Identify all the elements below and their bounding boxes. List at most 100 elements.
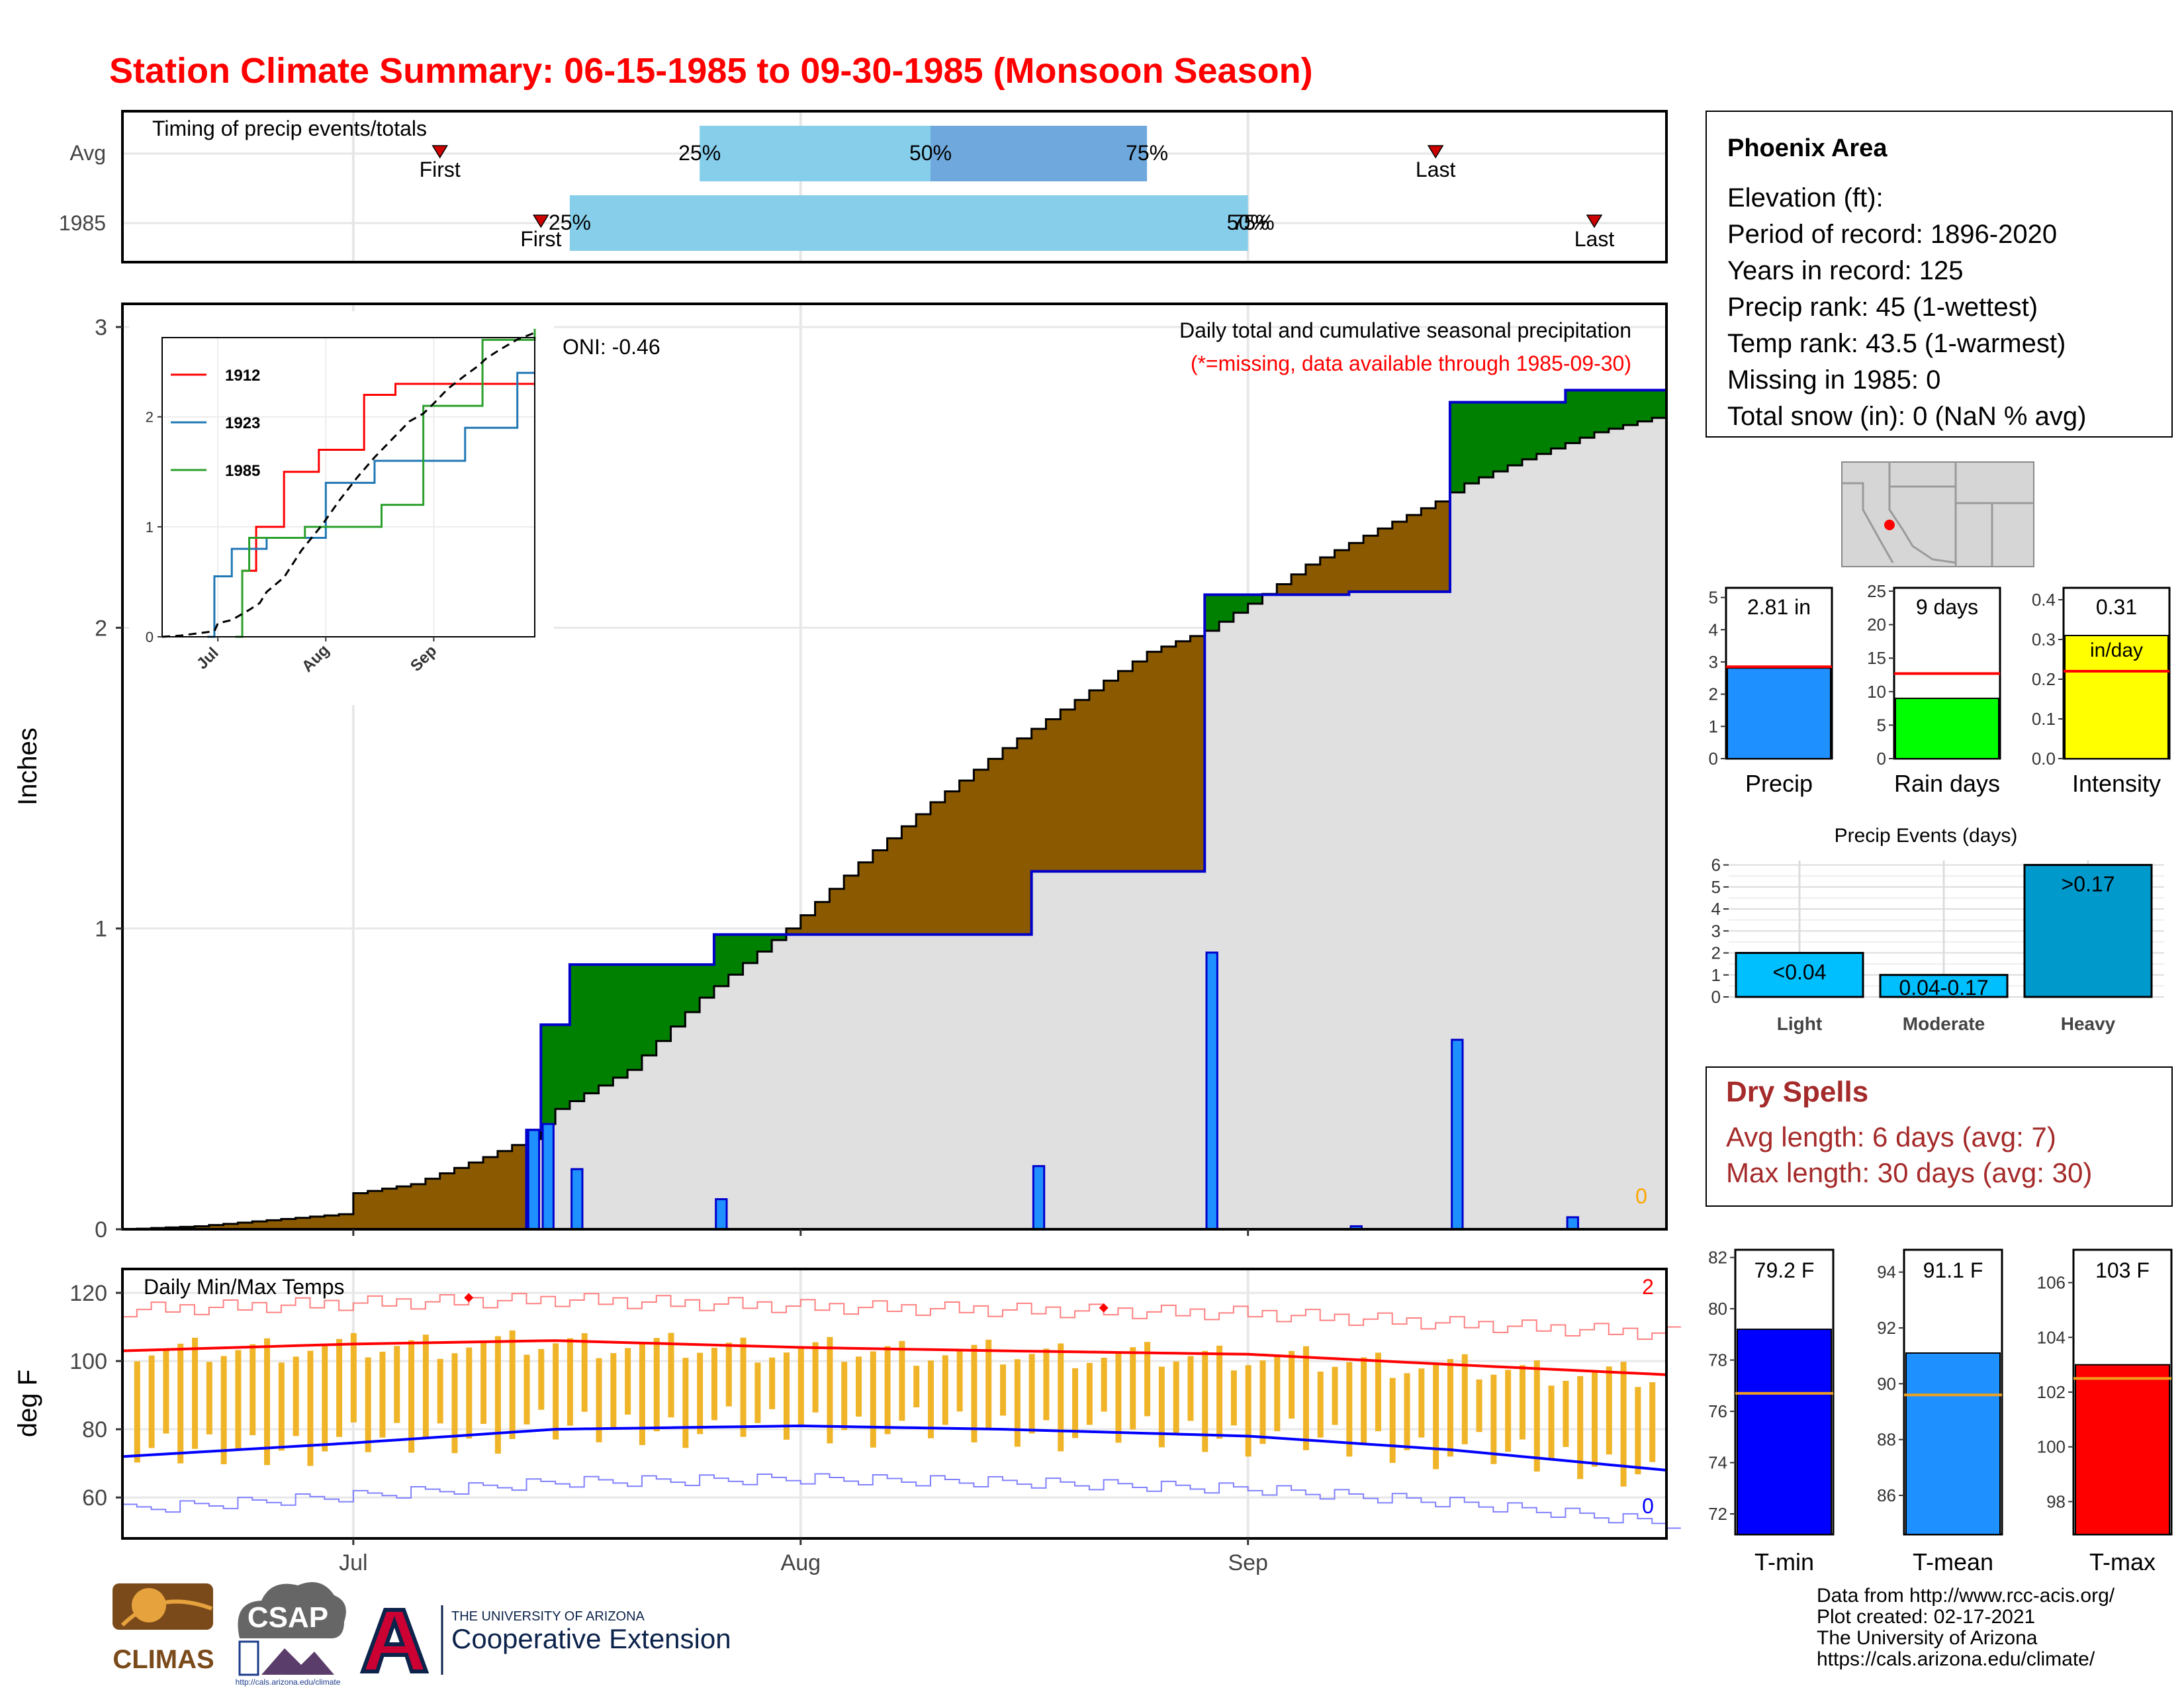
ua-block-a-icon [359, 1608, 430, 1673]
daily-temp-bar [466, 1347, 473, 1439]
below-average-fill [1175, 641, 1191, 872]
daily-temp-bar [1591, 1371, 1598, 1467]
events-ytick-label: 5 [1711, 877, 1721, 897]
daily-temp-bar [783, 1352, 790, 1440]
below-average-fill [353, 1193, 369, 1229]
below-average-fill [988, 759, 1003, 935]
above-average-fill [1508, 402, 1523, 465]
above-average-fill [1594, 390, 1610, 433]
temp-xtick-label: Aug [781, 1550, 821, 1575]
above-average-fill [700, 964, 715, 998]
csap-logo: CSAP http://cals.arizona.edu/climate [236, 1582, 346, 1687]
below-average-fill [223, 1223, 239, 1229]
summary-ytick-label: 4 [1709, 620, 1718, 639]
inset-ytick-label: 1 [146, 519, 154, 536]
below-average-fill [497, 1150, 513, 1229]
timing-bar-q2 [931, 126, 1148, 181]
below-average-fill [439, 1173, 455, 1229]
daily-temp-bar [985, 1339, 992, 1429]
above-average-fill [613, 964, 628, 1078]
daily-temp-bar [1389, 1378, 1396, 1463]
above-average-fill [1551, 402, 1566, 449]
station-info-line: Missing in 1985: 0 [1727, 365, 1940, 395]
climas-logo-swoosh [120, 1599, 213, 1627]
daily-temp-bar [1635, 1387, 1641, 1475]
events-ytick-label: 3 [1711, 921, 1721, 941]
dry-spells-avg: Avg length: 6 days (avg: 7) [1726, 1121, 2056, 1152]
daily-temp-bar [1144, 1342, 1151, 1417]
daily-temp-bar [1058, 1343, 1064, 1452]
below-average-fill [281, 1219, 296, 1229]
events-ytick-label: 1 [1711, 965, 1721, 985]
daily-temp-bar [509, 1330, 516, 1439]
daily-temp-bar [322, 1344, 328, 1452]
record-max-marker [1099, 1303, 1109, 1313]
credit-line: The University of Arizona [1817, 1627, 2038, 1649]
temp-summary-ytick-label: 94 [1877, 1262, 1896, 1282]
inset-lines [161, 328, 536, 638]
timing-first-label: First [520, 227, 561, 251]
event-category-label: Moderate [1903, 1013, 1985, 1034]
precip-areas [122, 389, 1667, 1231]
daily-temp-bar [422, 1335, 429, 1438]
below-average-fill [396, 1186, 412, 1229]
map-background [1841, 461, 2034, 567]
daily-temp-bar [827, 1336, 833, 1444]
above-average-fill [1205, 594, 1220, 631]
summary-bars: 2.81 in 0 1 2 3 4 5 Precip 9 days 0 5 10 15 20 25 Rain … [1709, 581, 2171, 797]
daily-temp-bar [307, 1350, 314, 1466]
ua-big-text: Cooperative Extension [451, 1623, 731, 1654]
temp-summary-ytick-label: 106 [2037, 1273, 2066, 1293]
below-average-fill [1320, 557, 1336, 595]
above-average-fill [1522, 402, 1537, 459]
events-ytick-label: 4 [1711, 899, 1721, 919]
daily-temp-bar [740, 1337, 747, 1437]
daily-temp-bar [596, 1358, 602, 1442]
oni-value: ONI: -0.46 [563, 335, 660, 359]
event-value-text: >0.17 [2062, 872, 2115, 896]
below-average-fill [252, 1221, 267, 1229]
inset-legend: 1912 1923 1985 [171, 367, 260, 480]
daily-temp-bar [177, 1343, 184, 1464]
above-average-fill [584, 964, 600, 1094]
summary-label: Precip [1745, 770, 1813, 797]
cumulative-average-line [122, 416, 1666, 1231]
above-average-fill [1565, 390, 1580, 444]
below-average-fill [1147, 651, 1162, 872]
temp-frame [121, 1268, 1668, 1540]
daily-temp-bar [1317, 1371, 1324, 1438]
above-average-fill [757, 934, 772, 952]
below-average-fill [1392, 522, 1408, 592]
daily-temp-bar [336, 1338, 343, 1437]
daily-temp-bar [567, 1338, 573, 1426]
station-info-box: Phoenix Area Elevation (ft): Period of r… [1706, 111, 2173, 438]
above-average-fill [1449, 402, 1465, 492]
above-average-fill [627, 964, 643, 1070]
climas-logo-text: CLIMAS [113, 1645, 214, 1674]
event-value-text: 0.04-0.17 [1899, 976, 1988, 1000]
station-info-line: Temp rank: 43.5 (1-warmest) [1727, 329, 2066, 358]
daily-precip-bar [527, 1129, 541, 1231]
temp-summary-bars: 79.2 F 72 74 76 78 80 82 T-min 91.1 F 86 88 90 92 94 T… [1708, 1248, 2173, 1575]
temp-summary-label: T-min [1754, 1548, 1814, 1575]
below-average-fill [238, 1223, 253, 1229]
events-ytick-label: 2 [1711, 943, 1721, 963]
daily-temp-bar [1332, 1366, 1338, 1425]
temp-summary-bar-t-max [2075, 1364, 2170, 1535]
summary-ytick-label: 5 [1877, 715, 1886, 735]
temp-panel-label: Daily Min/Max Temps [144, 1275, 344, 1299]
temp-summary-ytick-label: 72 [1708, 1504, 1727, 1524]
credit-line: Data from http://www.rcc-acis.org/ [1817, 1585, 2115, 1607]
above-average-fill [685, 964, 700, 1012]
daily-precip-bar [1205, 951, 1218, 1231]
event-category-label: Heavy [2061, 1013, 2116, 1034]
record-min-line [122, 1473, 1681, 1529]
below-average-fill [295, 1217, 311, 1229]
temp-ytick-label: 100 [69, 1349, 107, 1374]
daily-temp-bar [235, 1350, 242, 1450]
timing-p75-label: 75% [1232, 211, 1275, 234]
below-average-fill [815, 902, 830, 935]
temp-ytick-label: 120 [69, 1281, 107, 1306]
above-average-fill [1637, 390, 1653, 422]
